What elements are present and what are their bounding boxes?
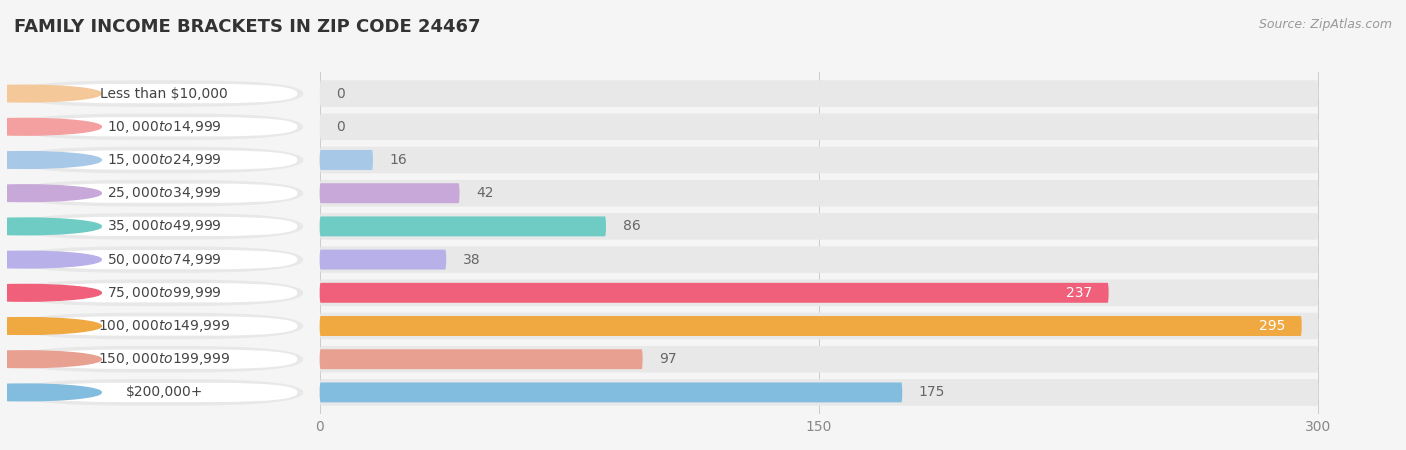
Text: $25,000 to $34,999: $25,000 to $34,999 — [107, 185, 222, 201]
FancyBboxPatch shape — [319, 283, 1108, 303]
FancyBboxPatch shape — [34, 350, 297, 369]
FancyBboxPatch shape — [13, 379, 304, 406]
Text: 16: 16 — [389, 153, 408, 167]
Circle shape — [0, 85, 101, 102]
Text: $200,000+: $200,000+ — [125, 385, 202, 400]
Circle shape — [0, 218, 101, 235]
FancyBboxPatch shape — [34, 383, 297, 402]
FancyBboxPatch shape — [319, 346, 1319, 373]
FancyBboxPatch shape — [319, 113, 1319, 140]
Text: $50,000 to $74,999: $50,000 to $74,999 — [107, 252, 222, 268]
Text: Source: ZipAtlas.com: Source: ZipAtlas.com — [1258, 18, 1392, 31]
Text: FAMILY INCOME BRACKETS IN ZIP CODE 24467: FAMILY INCOME BRACKETS IN ZIP CODE 24467 — [14, 18, 481, 36]
FancyBboxPatch shape — [319, 147, 1319, 173]
Text: $35,000 to $49,999: $35,000 to $49,999 — [107, 218, 222, 234]
FancyBboxPatch shape — [319, 382, 903, 402]
FancyBboxPatch shape — [34, 217, 297, 236]
FancyBboxPatch shape — [34, 184, 297, 203]
Text: $15,000 to $24,999: $15,000 to $24,999 — [107, 152, 222, 168]
FancyBboxPatch shape — [319, 180, 1319, 207]
Circle shape — [0, 152, 101, 168]
FancyBboxPatch shape — [319, 150, 373, 170]
Text: 38: 38 — [463, 252, 481, 266]
Text: 0: 0 — [336, 86, 344, 101]
Text: 237: 237 — [1066, 286, 1092, 300]
Text: 42: 42 — [477, 186, 494, 200]
FancyBboxPatch shape — [34, 150, 297, 170]
Text: 86: 86 — [623, 220, 640, 234]
FancyBboxPatch shape — [34, 250, 297, 269]
Text: 97: 97 — [659, 352, 676, 366]
FancyBboxPatch shape — [13, 279, 304, 306]
FancyBboxPatch shape — [319, 183, 460, 203]
FancyBboxPatch shape — [34, 283, 297, 302]
FancyBboxPatch shape — [319, 349, 643, 369]
FancyBboxPatch shape — [319, 313, 1319, 339]
Circle shape — [0, 185, 101, 202]
Text: $100,000 to $149,999: $100,000 to $149,999 — [98, 318, 231, 334]
FancyBboxPatch shape — [319, 379, 1319, 406]
FancyBboxPatch shape — [319, 279, 1319, 306]
FancyBboxPatch shape — [34, 316, 297, 336]
FancyBboxPatch shape — [13, 113, 304, 140]
FancyBboxPatch shape — [319, 80, 1319, 107]
Text: $10,000 to $14,999: $10,000 to $14,999 — [107, 119, 222, 135]
Circle shape — [0, 351, 101, 368]
FancyBboxPatch shape — [13, 346, 304, 373]
Circle shape — [0, 284, 101, 301]
Text: Less than $10,000: Less than $10,000 — [100, 86, 228, 101]
FancyBboxPatch shape — [319, 216, 606, 236]
Circle shape — [0, 318, 101, 334]
FancyBboxPatch shape — [13, 213, 304, 240]
Text: $150,000 to $199,999: $150,000 to $199,999 — [98, 351, 231, 367]
Circle shape — [0, 118, 101, 135]
FancyBboxPatch shape — [13, 313, 304, 339]
Circle shape — [0, 384, 101, 401]
Text: 0: 0 — [336, 120, 344, 134]
FancyBboxPatch shape — [13, 147, 304, 173]
FancyBboxPatch shape — [13, 80, 304, 107]
FancyBboxPatch shape — [13, 246, 304, 273]
FancyBboxPatch shape — [13, 180, 304, 207]
FancyBboxPatch shape — [319, 213, 1319, 240]
FancyBboxPatch shape — [319, 246, 1319, 273]
FancyBboxPatch shape — [34, 84, 297, 103]
Text: 175: 175 — [920, 385, 945, 400]
FancyBboxPatch shape — [34, 117, 297, 136]
FancyBboxPatch shape — [319, 316, 1302, 336]
FancyBboxPatch shape — [319, 250, 446, 270]
Text: 295: 295 — [1258, 319, 1285, 333]
Circle shape — [0, 251, 101, 268]
Text: $75,000 to $99,999: $75,000 to $99,999 — [107, 285, 222, 301]
